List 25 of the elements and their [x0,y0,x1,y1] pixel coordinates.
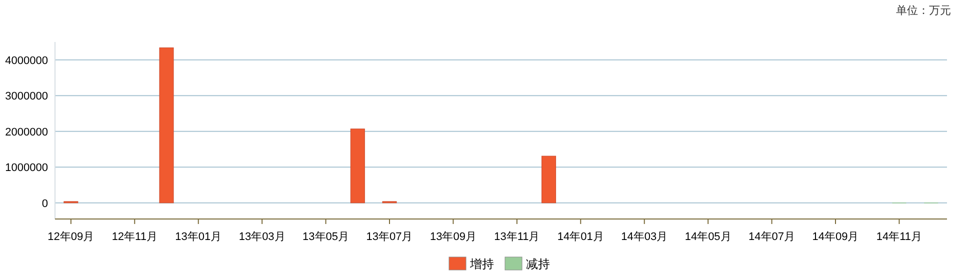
annotation: 单位：万元 [896,5,951,17]
y-tick-label: 1000000 [5,162,48,174]
bar [542,156,556,204]
x-tick-label: 14年01月 [557,231,604,243]
legend-label: 增持 [469,257,494,271]
x-tick-label: 12年11月 [112,231,158,243]
x-tick-label: 13年11月 [494,231,540,243]
x-tick-label: 14年03月 [621,231,668,243]
x-tick-label: 14年09月 [812,231,859,243]
x-tick-label: 13年01月 [175,231,222,243]
x-tick-label: 13年03月 [238,231,286,243]
x-tick-label: 12年09月 [48,231,94,243]
y-tick-label: 4000000 [5,54,48,67]
x-tick-label: 14年05月 [684,231,732,243]
legend-label: 减持 [526,257,550,271]
x-tick-label: 14年11月 [876,231,922,243]
x-tick-label: 13年07月 [366,231,413,243]
y-tick-label: 2000000 [5,126,48,138]
x-tick-label: 14年07月 [748,231,796,243]
bar [350,128,365,204]
y-tick-label: 0 [42,198,48,210]
x-tick-label: 13年09月 [430,231,476,243]
y-tick-label: 3000000 [5,90,48,103]
bar [159,47,174,204]
x-tick-label: 13年05月 [302,231,350,243]
